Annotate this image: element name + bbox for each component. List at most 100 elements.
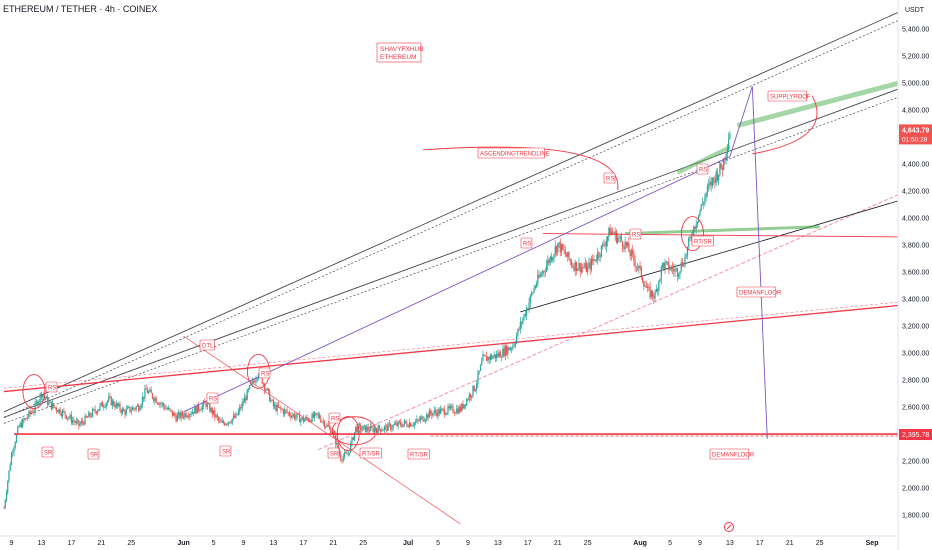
candle-body <box>489 355 492 360</box>
candle-body <box>19 423 21 427</box>
candle-body <box>503 348 505 356</box>
candle-body <box>519 322 521 330</box>
candle-body <box>269 390 271 402</box>
candle-body <box>680 262 682 272</box>
candle-body <box>709 181 711 185</box>
candle-body <box>328 426 331 429</box>
candle-body <box>17 427 19 435</box>
price-tick-label: 3,600.00 <box>902 269 929 276</box>
candle-body <box>252 380 255 382</box>
candle-body <box>91 409 94 417</box>
candle-body <box>348 452 351 455</box>
candle-body <box>358 424 361 426</box>
candle-body <box>627 242 629 246</box>
candle-body <box>341 460 343 462</box>
candle-body <box>280 407 282 410</box>
candle-body <box>634 260 636 267</box>
candle-body <box>509 348 511 350</box>
candle-body <box>645 286 647 288</box>
candle-body <box>629 251 631 257</box>
candle-body <box>377 425 379 433</box>
candle-body <box>472 385 474 396</box>
label-sr-3-box <box>327 447 340 459</box>
candle-body <box>648 286 650 288</box>
candle-body <box>701 203 704 205</box>
candle-body <box>47 396 49 405</box>
label-sr-0-text: SR <box>44 451 53 457</box>
candle-body <box>607 236 609 241</box>
candle-body <box>18 426 20 428</box>
candle-body <box>641 277 644 282</box>
time-tick-label: 17 <box>524 540 532 547</box>
candle-body <box>125 408 127 415</box>
candle-body <box>409 423 412 427</box>
candle-body <box>638 265 640 269</box>
candle-body <box>695 224 697 229</box>
candle-body <box>298 413 301 423</box>
candle-body <box>340 454 342 461</box>
candle-body <box>241 402 243 409</box>
candle-body <box>496 353 498 359</box>
candle-body <box>693 226 695 236</box>
candle-body <box>262 383 265 385</box>
candle-body <box>609 227 611 236</box>
candle-body <box>251 380 253 384</box>
candle-body <box>135 406 137 410</box>
label-sr-1: SR <box>87 448 100 460</box>
candle-body <box>669 269 671 271</box>
time-tick-label: Sep <box>866 540 879 547</box>
candle-body <box>23 419 25 421</box>
rising-support-line <box>3 304 903 393</box>
candle-body <box>508 347 510 350</box>
candle-body <box>285 409 287 411</box>
candle-body <box>265 390 267 391</box>
label-rs-3: RS <box>328 412 341 424</box>
candle-body <box>276 404 278 411</box>
candle-body <box>201 405 203 410</box>
candle-body <box>447 406 449 413</box>
candle-body <box>202 401 205 406</box>
candle-body <box>76 420 79 422</box>
candle-body <box>396 423 398 426</box>
candle-body <box>57 410 59 413</box>
candle-body <box>594 259 596 261</box>
candle-body <box>55 407 57 411</box>
candle-body <box>392 424 394 429</box>
candle-body <box>720 163 722 169</box>
candle-body <box>65 415 67 419</box>
candle-body <box>111 400 114 406</box>
candle-body <box>130 410 132 412</box>
candle-body <box>326 424 328 427</box>
label-rtsr-3-box <box>691 235 714 247</box>
candle-body <box>582 267 584 269</box>
candle-body <box>628 242 630 252</box>
highlight-circle <box>336 416 360 451</box>
candle-body <box>598 252 600 257</box>
candle-body <box>9 464 11 471</box>
candle-body <box>346 452 348 455</box>
time-tick-label: 13 <box>38 540 46 547</box>
candle-body <box>281 409 283 410</box>
candle-body <box>407 426 409 428</box>
label-sr-1-box <box>87 448 100 460</box>
candle-body <box>533 288 535 293</box>
time-tick-label: 13 <box>494 540 502 547</box>
candle-body <box>13 447 15 453</box>
candle-body <box>456 408 458 413</box>
time-tick-label: 5 <box>668 540 672 547</box>
candle-body <box>545 265 548 272</box>
candle-body <box>166 408 168 410</box>
label-rs-6-box <box>629 228 642 240</box>
candle-body <box>28 411 30 418</box>
candle-body <box>330 428 332 435</box>
candle-body <box>452 406 454 413</box>
candle-body <box>318 414 321 419</box>
candle-body <box>321 421 323 423</box>
candle-body <box>511 348 513 350</box>
candle-body <box>205 403 207 407</box>
candle-body <box>549 256 551 263</box>
candle-body <box>381 430 383 432</box>
candle-body <box>416 419 418 422</box>
candle-body <box>473 385 475 391</box>
